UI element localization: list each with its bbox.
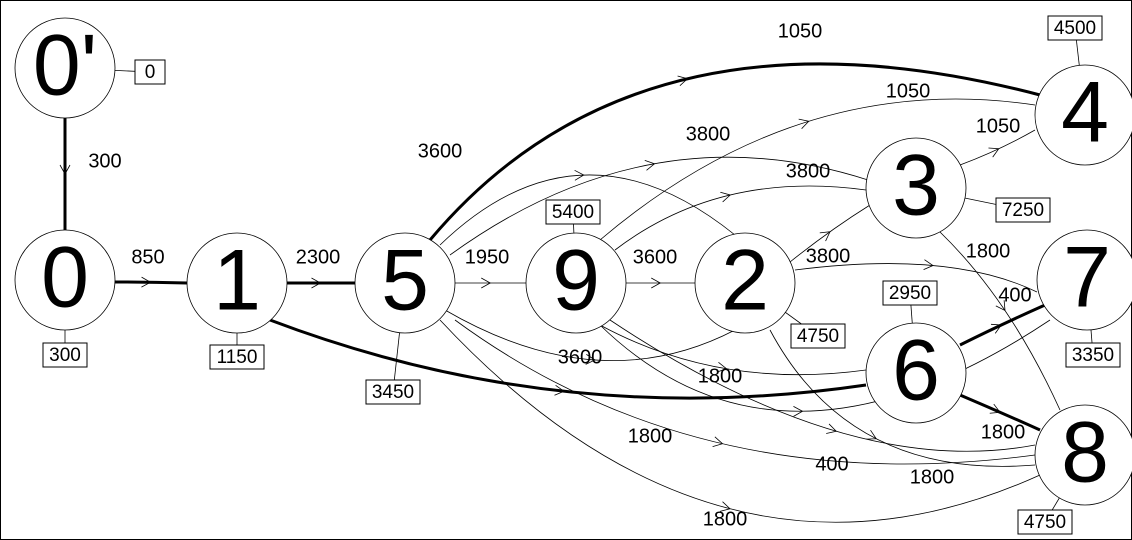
edge-label: 1800 [966,240,1011,262]
edge-label: 300 [88,150,121,172]
node [865,137,967,239]
value-box [882,280,938,306]
node [865,322,967,424]
arrow [819,231,831,242]
arrow [989,403,1001,414]
node [694,232,796,334]
arrow [865,429,877,440]
node-value: 2950 [889,283,931,304]
arrow [141,276,152,288]
value-box [365,379,421,405]
node-value: 300 [49,345,81,366]
edge-label: 1800 [981,421,1026,443]
value-box [790,323,846,349]
node-label: 2 [721,233,769,329]
edge-label: 1950 [465,246,510,268]
arrow [651,277,662,289]
value-box [134,59,166,85]
edge-label: 3800 [686,123,731,145]
node [1034,404,1132,506]
node-value: 3350 [1072,345,1114,366]
arrow [716,362,728,373]
node-label: 0' [33,18,97,114]
node-value: 4750 [797,326,839,347]
node-label: 7 [1063,230,1111,326]
edge-label: 1800 [698,365,743,387]
edge-label: 3800 [786,160,831,182]
node [1034,64,1132,166]
node-label: 5 [381,233,429,329]
arrow [988,147,1000,158]
node-value: 3450 [372,382,414,403]
node [525,232,627,334]
node [354,232,456,334]
arrow [719,501,731,512]
value-box [545,199,601,225]
edge-label: 1800 [910,466,955,488]
value-box [1017,509,1073,535]
edge-label: 1050 [886,80,931,102]
value-box [209,344,265,370]
node-label: 6 [892,323,940,419]
arrow [826,423,838,434]
edge-label: 2300 [296,246,341,268]
node-label: 4 [1061,65,1109,161]
edge-label: 1800 [628,425,673,447]
arrow [311,277,322,289]
arrow [923,259,934,271]
edge-label: 3600 [418,140,463,162]
node-value: 1150 [217,347,258,368]
node-label: 8 [1061,405,1109,501]
arrow [585,354,596,365]
arrow [990,323,1002,334]
node-label: 3 [892,138,940,234]
arrow [793,405,804,417]
arrow [677,75,689,86]
edge-label: 400 [815,453,848,475]
arrow [720,191,732,203]
arrow [644,160,656,171]
edge-label: 3800 [806,245,851,267]
nodes: 0' 0 0 300 1 1150 5 3450 9 5400 2 4750 3 7250 4 4500 7 33… [14,15,1132,535]
arrow [574,169,585,181]
value-box [42,342,88,368]
value-box [995,197,1051,223]
node [1036,229,1132,331]
edge-label: 850 [131,246,164,268]
value-box [1065,342,1121,368]
arrow [554,384,565,396]
edge-label: 1050 [976,115,1021,137]
node [14,17,116,119]
value-box [1047,15,1103,41]
node-value: 7250 [1002,200,1044,221]
arrow [712,436,724,447]
node-value: 0 [145,62,156,83]
node [186,232,288,334]
arrow [798,118,810,129]
arrow [481,277,492,289]
edge-label: 3600 [558,346,603,368]
arrow [59,164,71,175]
edge-label: 3600 [633,246,678,268]
edge-label: 1050 [778,20,823,42]
node-value: 4500 [1054,18,1096,39]
edge-label: 400 [998,284,1031,306]
edge-label: 1800 [703,508,748,530]
node-value: 4750 [1024,512,1066,533]
node-label: 0 [41,230,89,326]
node-label: 9 [552,233,600,329]
node-value: 5400 [552,202,594,223]
node-label: 1 [213,233,261,329]
arrow [995,300,1006,312]
node [14,229,116,331]
